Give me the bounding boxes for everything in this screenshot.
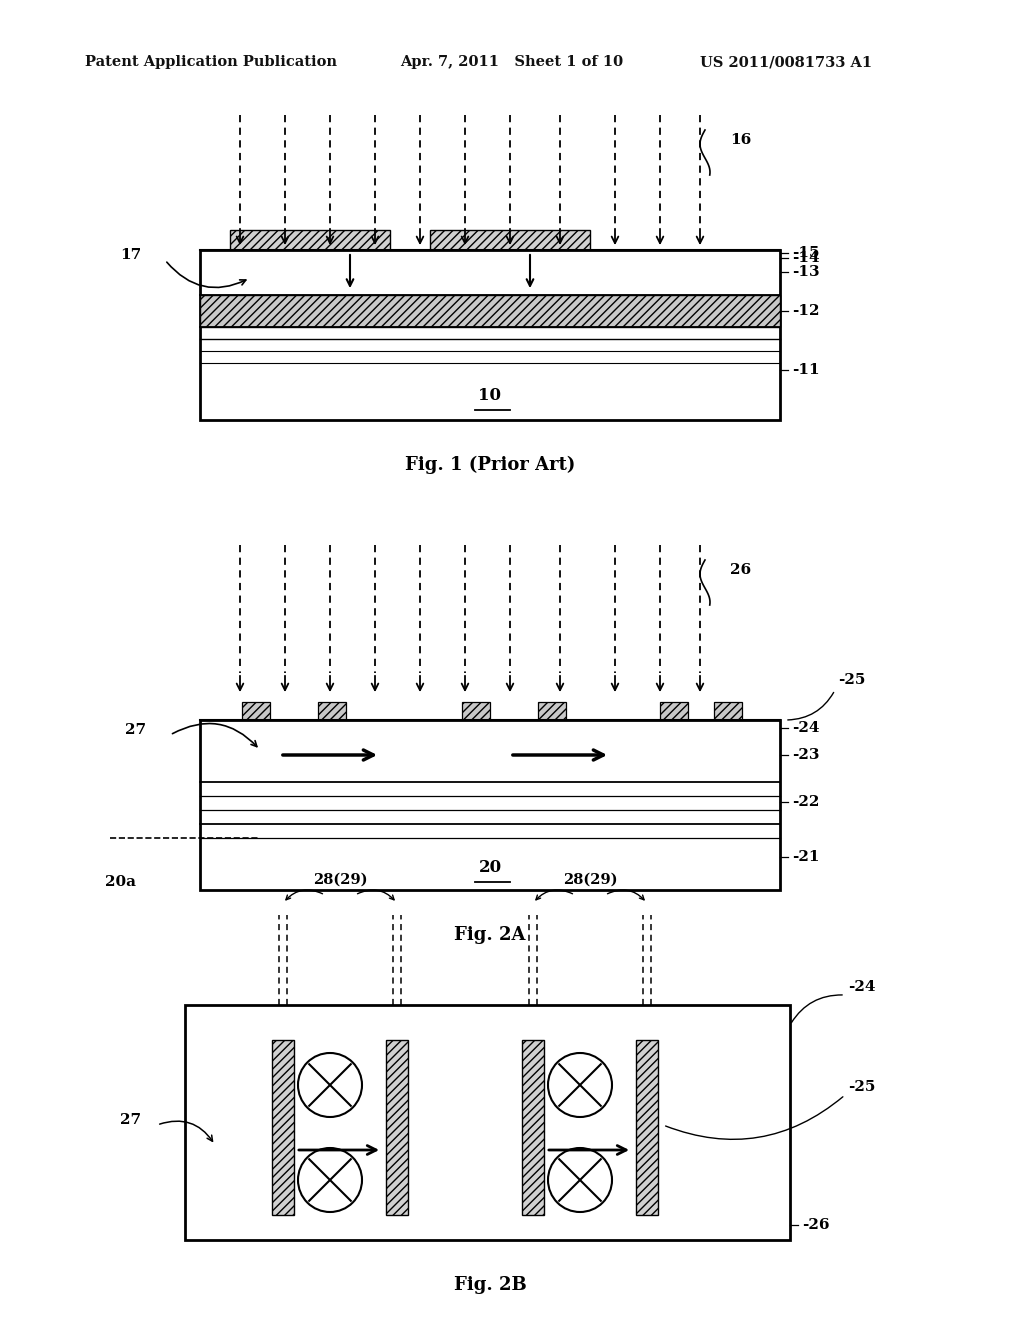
Bar [714, 702, 742, 719]
Text: -12: -12 [792, 304, 819, 318]
Bar [430, 230, 590, 249]
Text: -24: -24 [848, 979, 876, 994]
Text: -21: -21 [792, 850, 819, 865]
Text: US 2011/0081733 A1: US 2011/0081733 A1 [700, 55, 872, 69]
Text: -13: -13 [792, 265, 819, 279]
Bar [200, 294, 780, 327]
Text: 28(29): 28(29) [312, 873, 368, 887]
Text: 10: 10 [478, 387, 502, 404]
Text: 27: 27 [120, 1113, 141, 1127]
Text: -23: -23 [792, 748, 819, 762]
Bar [636, 1040, 658, 1214]
Bar [272, 1040, 294, 1214]
Text: 26: 26 [730, 564, 752, 577]
Bar [386, 1040, 408, 1214]
Text: Patent Application Publication: Patent Application Publication [85, 55, 337, 69]
Text: 20: 20 [478, 859, 502, 876]
Text: Fig. 1 (Prior Art): Fig. 1 (Prior Art) [404, 455, 575, 474]
Text: 28(29): 28(29) [563, 873, 617, 887]
Bar [318, 702, 346, 719]
Text: -15: -15 [792, 246, 819, 260]
Text: -25: -25 [838, 673, 865, 686]
Bar [660, 702, 688, 719]
Text: -25: -25 [848, 1080, 876, 1094]
Text: Apr. 7, 2011   Sheet 1 of 10: Apr. 7, 2011 Sheet 1 of 10 [400, 55, 624, 69]
Text: 17: 17 [120, 248, 141, 261]
Text: -11: -11 [792, 363, 819, 378]
Bar [200, 249, 780, 420]
Text: Fig. 2B: Fig. 2B [454, 1276, 526, 1294]
Text: 16: 16 [730, 133, 752, 147]
Bar [230, 230, 390, 249]
Bar [538, 702, 566, 719]
Bar [242, 702, 270, 719]
Text: -26: -26 [802, 1218, 829, 1232]
Text: -14: -14 [792, 251, 819, 265]
Bar [200, 719, 780, 890]
Text: 27: 27 [125, 723, 146, 737]
Bar [462, 702, 490, 719]
Bar [185, 1005, 790, 1239]
Text: 20a: 20a [105, 875, 136, 888]
Text: Fig. 2A: Fig. 2A [455, 927, 525, 944]
Text: -24: -24 [792, 721, 819, 735]
Text: -22: -22 [792, 795, 819, 809]
Bar [522, 1040, 544, 1214]
